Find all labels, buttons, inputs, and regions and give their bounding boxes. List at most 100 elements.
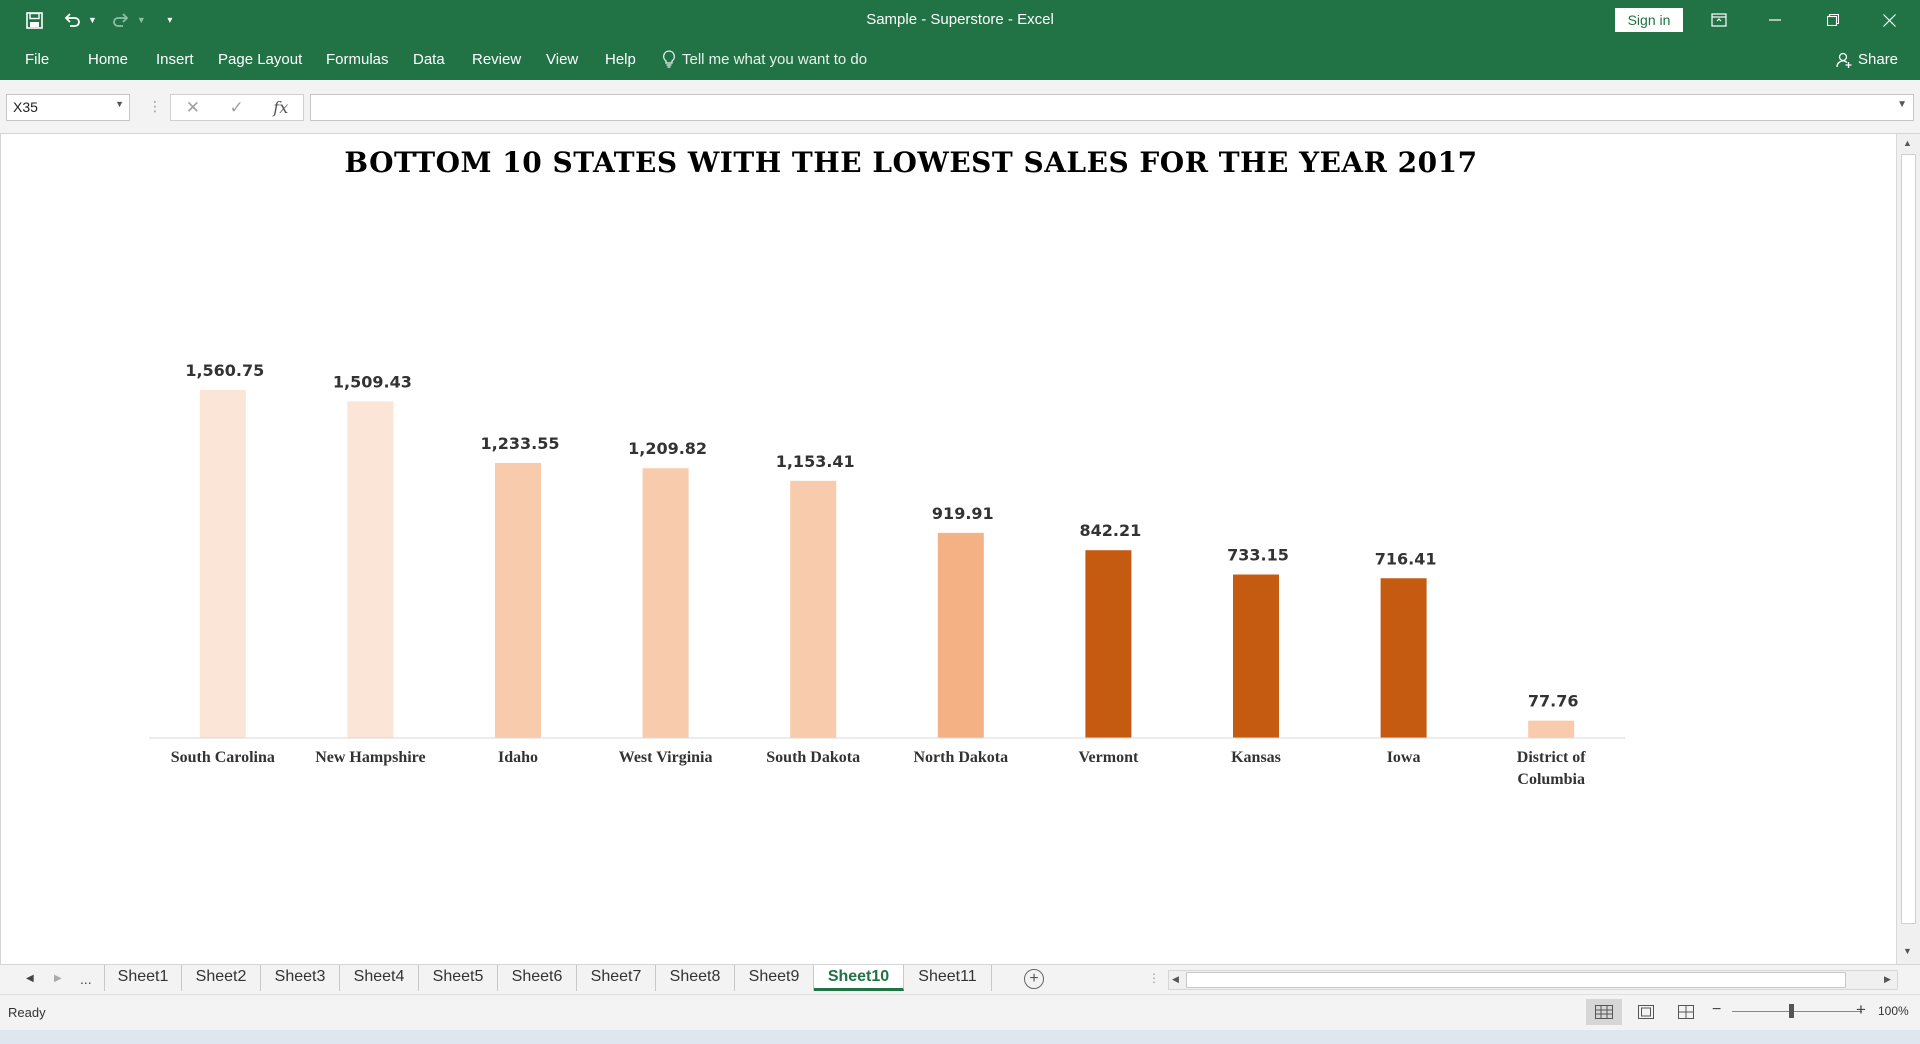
sheet-tab-7[interactable]: Sheet7 <box>577 965 656 991</box>
formula-bar-grip-icon[interactable]: ⋮ <box>148 98 162 114</box>
bar-new-hampshire[interactable] <box>347 401 394 738</box>
bar-south-carolina[interactable] <box>199 390 246 738</box>
scroll-up-icon[interactable]: ▲ <box>1903 138 1912 148</box>
sheet-tab-10[interactable]: Sheet10 <box>814 965 904 991</box>
normal-view-icon[interactable] <box>1586 999 1622 1025</box>
redo-icon[interactable] <box>107 6 135 34</box>
category-label: South Carolina <box>171 749 275 766</box>
redo-dropdown-icon[interactable]: ▼ <box>136 15 146 25</box>
page-break-preview-icon[interactable] <box>1668 999 1704 1025</box>
tab-formulas[interactable]: Formulas <box>326 51 389 68</box>
confirm-entry-icon[interactable]: ✓ <box>229 97 244 117</box>
add-sheet-icon[interactable]: + <box>1024 969 1044 989</box>
scroll-right-icon[interactable]: ▶ <box>1884 974 1891 984</box>
horizontal-scroll-thumb[interactable] <box>1186 972 1846 988</box>
scroll-left-icon[interactable]: ◀ <box>1172 974 1179 984</box>
vertical-scroll-thumb[interactable] <box>1901 154 1916 924</box>
data-label[interactable]: 733.15 <box>1227 546 1289 565</box>
window-bottom-edge <box>0 1030 1920 1044</box>
expand-formula-bar-icon[interactable]: ▼ <box>1897 99 1907 110</box>
category-label: Vermont <box>1078 749 1139 766</box>
sheet-tab-5[interactable]: Sheet5 <box>419 965 498 991</box>
data-label[interactable]: 1,153.41 <box>776 452 855 471</box>
formula-bar: X35 ▼ ⋮ ✕ ✓ fx ▼ <box>0 80 1920 134</box>
scroll-tabs-right-icon[interactable]: ▶ <box>54 973 62 984</box>
tab-insert[interactable]: Insert <box>156 51 194 68</box>
data-label[interactable]: 1,233.55 <box>481 434 560 453</box>
tab-home[interactable]: Home <box>88 51 129 68</box>
worksheet-area[interactable]: BOTTOM 10 STATES WITH THE LOWEST SALES F… <box>0 134 1896 964</box>
sheet-tab-8[interactable]: Sheet8 <box>656 965 735 991</box>
zoom-slider-thumb[interactable] <box>1789 1004 1794 1018</box>
category-label: District of Columbia <box>1517 749 1587 788</box>
share-button[interactable]: Share <box>1836 51 1898 68</box>
data-label[interactable]: 77.76 <box>1528 692 1579 711</box>
close-icon[interactable] <box>1866 0 1912 40</box>
data-labels: 1,560.75 1,509.43 1,233.55 1,209.82 1,153.41… <box>185 361 1578 711</box>
vertical-scrollbar[interactable]: ▲ ▼ <box>1896 134 1920 964</box>
data-label[interactable]: 1,509.43 <box>333 372 412 391</box>
save-icon[interactable] <box>20 6 48 34</box>
sign-in-button[interactable]: Sign in <box>1615 8 1683 32</box>
more-sheets-button[interactable]: ... <box>80 971 92 987</box>
sheet-tab-4[interactable]: Sheet4 <box>340 965 419 991</box>
tab-page-layout[interactable]: Page Layout <box>218 51 303 68</box>
sheet-tab-9[interactable]: Sheet9 <box>735 965 814 991</box>
bar-kansas[interactable] <box>1233 574 1279 738</box>
page-layout-view-icon[interactable] <box>1628 999 1664 1025</box>
insert-function-icon[interactable]: fx <box>273 98 289 117</box>
name-box[interactable]: X35 ▼ <box>6 94 130 121</box>
ribbon-display-options-icon[interactable] <box>1696 0 1742 40</box>
sheet-tab-1[interactable]: Sheet1 <box>104 965 182 991</box>
zoom-level[interactable]: 100% <box>1878 1004 1909 1018</box>
chevron-down-icon[interactable]: ▼ <box>115 99 124 109</box>
cancel-entry-icon[interactable]: ✕ <box>185 97 200 117</box>
bar-iowa[interactable] <box>1380 578 1427 738</box>
tell-me-search[interactable]: Tell me what you want to do <box>662 50 867 68</box>
sheet-tab-2[interactable]: Sheet2 <box>182 965 261 991</box>
category-label: West Virginia <box>619 749 713 766</box>
formula-input[interactable]: ▼ <box>310 94 1914 121</box>
zoom-in-icon[interactable]: + <box>1856 1000 1866 1019</box>
bar-vermont[interactable] <box>1085 550 1132 738</box>
scroll-down-icon[interactable]: ▼ <box>1903 946 1912 956</box>
formula-bar-buttons: ✕ ✓ fx <box>170 94 304 121</box>
tab-view[interactable]: View <box>546 51 579 68</box>
bar-district-of-columbia[interactable] <box>1528 720 1575 738</box>
data-label[interactable]: 842.21 <box>1080 521 1142 540</box>
scroll-tabs-left-icon[interactable]: ◀ <box>26 973 34 984</box>
minimize-icon[interactable] <box>1752 0 1798 40</box>
data-label[interactable]: 716.41 <box>1375 549 1437 568</box>
category-label: North Dakota <box>913 749 1008 766</box>
customize-qat-icon[interactable]: ▾ <box>167 14 173 26</box>
undo-icon[interactable] <box>58 6 86 34</box>
sheet-tab-6[interactable]: Sheet6 <box>498 965 577 991</box>
bar-chart[interactable]: BOTTOM 10 STATES WITH THE LOWEST SALES F… <box>1 134 1897 964</box>
zoom-out-icon[interactable]: − <box>1712 1001 1722 1018</box>
sheet-tab-3[interactable]: Sheet3 <box>261 965 340 991</box>
tab-review[interactable]: Review <box>472 51 522 68</box>
category-label: Kansas <box>1231 749 1281 766</box>
lightbulb-icon <box>663 50 675 68</box>
bar-idaho[interactable] <box>495 462 541 738</box>
restore-icon[interactable] <box>1810 0 1856 40</box>
data-label[interactable]: 1,209.82 <box>628 439 707 458</box>
zoom-slider-track[interactable] <box>1732 1011 1862 1012</box>
name-box-value: X35 <box>13 99 38 115</box>
status-ready: Ready <box>8 1005 46 1020</box>
bar-south-dakota[interactable] <box>790 480 837 738</box>
category-label: Iowa <box>1387 749 1421 766</box>
data-label[interactable]: 919.91 <box>932 504 994 523</box>
bar-north-dakota[interactable] <box>937 532 984 738</box>
share-person-icon <box>1836 52 1852 68</box>
sheet-tab-11[interactable]: Sheet11 <box>904 965 992 991</box>
tab-split-handle-icon[interactable]: ⋮ <box>1148 971 1160 985</box>
tab-help[interactable]: Help <box>605 51 636 68</box>
tab-file[interactable]: File <box>25 51 50 68</box>
data-label[interactable]: 1,560.75 <box>185 361 264 380</box>
bar-west-virginia[interactable] <box>642 468 689 738</box>
tab-data[interactable]: Data <box>413 51 445 68</box>
undo-dropdown-icon[interactable]: ▼ <box>88 15 97 25</box>
title-bar: ▼ ▼ ▾ Sample - Superstore - Excel Sign i… <box>0 0 1920 40</box>
